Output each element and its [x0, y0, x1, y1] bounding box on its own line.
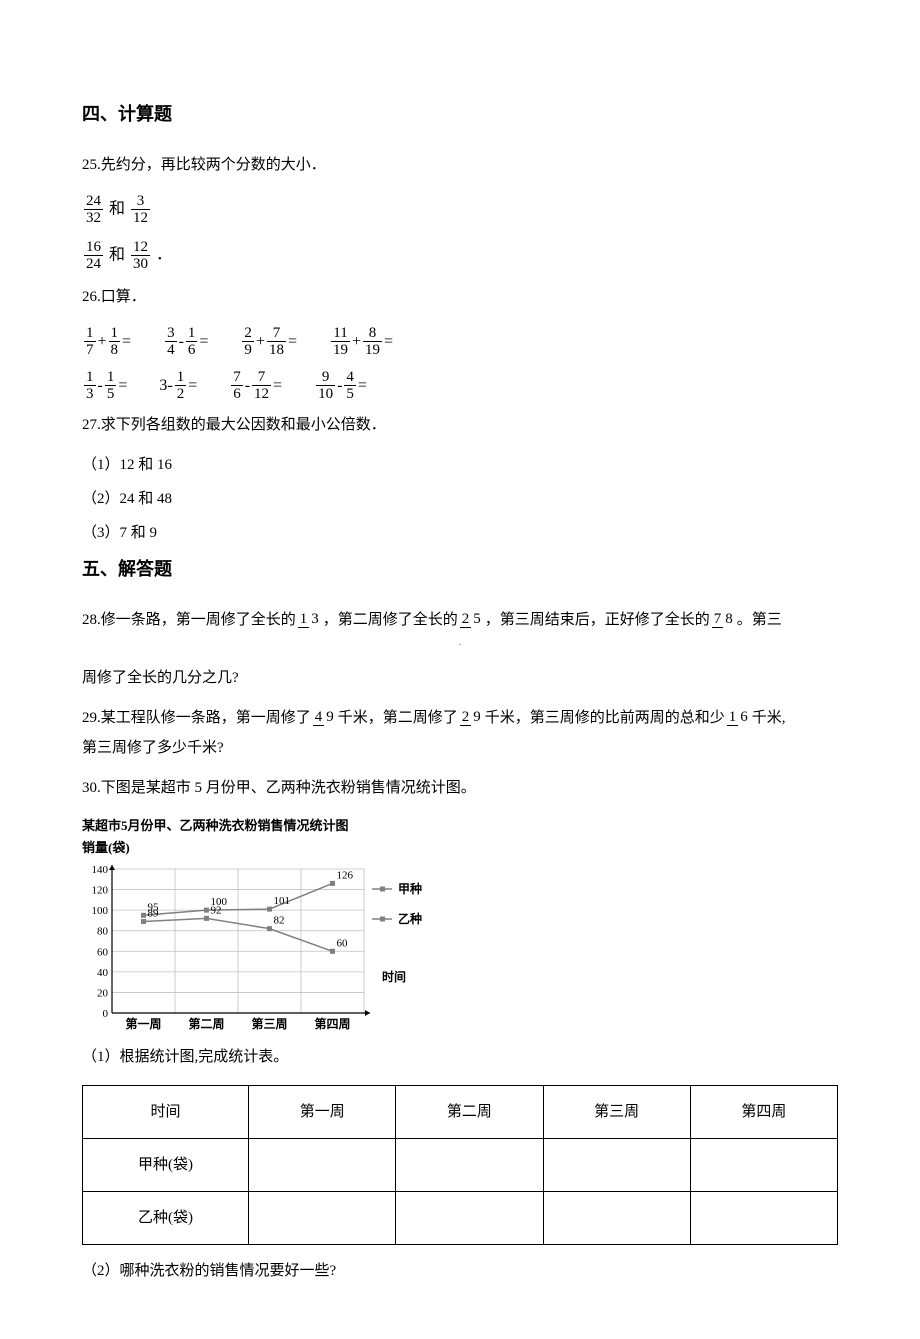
data-table: 时间 第一周 第二周 第三周 第四周 甲种(袋) 乙种(袋): [82, 1085, 838, 1245]
chart-svg: 020406080100120140第一周第二周第三周第四周9510010112…: [82, 863, 422, 1033]
svg-text:140: 140: [92, 864, 109, 876]
chart-svg-wrap: 020406080100120140第一周第二周第三周第四周9510010112…: [82, 863, 422, 1033]
q26-r1c1: 17 + 18 =: [82, 325, 131, 359]
svg-text:80: 80: [97, 926, 109, 938]
q26-text: 26.口算．: [82, 285, 838, 309]
svg-text:126: 126: [337, 870, 354, 882]
section-title-4: 四、计算题: [82, 100, 838, 129]
svg-text:20: 20: [97, 988, 109, 1000]
frac-24-32: 2432: [84, 193, 103, 227]
q28-line1: 28.修一条路，第一周修了全长的 13 ，第二周修了全长的 25 ，第三周结束后…: [82, 608, 838, 632]
row-label-yi: 乙种(袋): [83, 1192, 249, 1245]
svg-text:40: 40: [97, 967, 109, 979]
table-header-row: 时间 第一周 第二周 第三周 第四周: [83, 1086, 838, 1139]
svg-text:乙种: 乙种: [398, 911, 422, 926]
q26-r2c2: 3 - 12 =: [159, 369, 197, 403]
svg-text:第三周: 第三周: [251, 1016, 287, 1031]
table-row: 乙种(袋): [83, 1192, 838, 1245]
cell: [543, 1192, 690, 1245]
cell: [396, 1139, 543, 1192]
svg-text:60: 60: [337, 937, 349, 949]
q26-r1c2: 34 - 16 =: [163, 325, 208, 359]
cell: [249, 1139, 396, 1192]
th-w2: 第二周: [396, 1086, 543, 1139]
th-w3: 第三周: [543, 1086, 690, 1139]
center-marker: ·: [82, 638, 838, 654]
svg-text:101: 101: [274, 895, 291, 907]
svg-text:92: 92: [211, 905, 222, 917]
svg-text:100: 100: [92, 905, 109, 917]
svg-text:时间: 时间: [382, 969, 406, 984]
q25-text: 25.先约分，再比较两个分数的大小．: [82, 153, 838, 177]
th-w1: 第一周: [249, 1086, 396, 1139]
svg-text:60: 60: [97, 946, 109, 958]
cell: [396, 1192, 543, 1245]
table-container: 时间 第一周 第二周 第三周 第四周 甲种(袋) 乙种(袋): [82, 1085, 838, 1245]
cell: [249, 1192, 396, 1245]
q28-line2: 周修了全长的几分之几?: [82, 666, 838, 690]
chart-ylabel: 销量(袋): [82, 838, 838, 859]
cell: [690, 1192, 837, 1245]
q27-text: 27.求下列各组数的最大公因数和最小公倍数．: [82, 413, 838, 437]
frac-12-30: 1230: [131, 239, 150, 273]
and-1: 和: [109, 200, 125, 217]
svg-text:第四周: 第四周: [314, 1016, 350, 1031]
svg-text:第二周: 第二周: [188, 1016, 224, 1031]
q26-r2c3: 76 - 712 =: [229, 369, 282, 403]
table-row: 甲种(袋): [83, 1139, 838, 1192]
th-time: 时间: [83, 1086, 249, 1139]
svg-text:82: 82: [274, 915, 285, 927]
q25-pair1: 2432 和 312: [82, 193, 838, 227]
q27-b: （2）24 和 48: [82, 487, 838, 511]
cell: [543, 1139, 690, 1192]
q26-r2c4: 910 - 45 =: [314, 369, 367, 403]
q27-c: （3）7 和 9: [82, 521, 838, 545]
q29-line2: 第三周修了多少千米?: [82, 736, 838, 760]
svg-text:0: 0: [103, 1008, 109, 1020]
and-2: 和: [109, 246, 125, 263]
q25-pair2: 1624 和 1230 ．: [82, 239, 838, 273]
q26-r1c4: 1119 + 819 =: [329, 325, 393, 359]
svg-text:89: 89: [148, 908, 160, 920]
q26-r2c1: 13 - 15 =: [82, 369, 127, 403]
q26-row2: 13 - 15 = 3 - 12 = 76 - 712 = 910 - 45 =: [82, 369, 838, 403]
chart-container: 某超市5月份甲、乙两种洗衣粉销售情况统计图 销量(袋) 0 20 40 60 80 100…: [82, 816, 838, 1034]
q26-r1c3: 29 + 718 =: [240, 325, 297, 359]
frac-16-24: 1624: [84, 239, 103, 273]
q30-text: 30.下图是某超市 5 月份甲、乙两种洗衣粉销售情况统计图。: [82, 776, 838, 800]
th-w4: 第四周: [690, 1086, 837, 1139]
frac-3-12: 312: [131, 193, 150, 227]
svg-text:第一周: 第一周: [125, 1016, 161, 1031]
chart-title: 某超市5月份甲、乙两种洗衣粉销售情况统计图: [82, 816, 838, 837]
section-title-5: 五、解答题: [82, 555, 838, 584]
q26-row1: 17 + 18 = 34 - 16 = 29 + 718 = 1119 + 81…: [82, 325, 838, 359]
row-label-jia: 甲种(袋): [83, 1139, 249, 1192]
period: ．: [156, 246, 172, 263]
q27-a: （1）12 和 16: [82, 453, 838, 477]
svg-text:甲种: 甲种: [398, 881, 422, 896]
cell: [690, 1139, 837, 1192]
q30-sub2: （2）哪种洗衣粉的销售情况要好一些?: [82, 1259, 838, 1283]
svg-text:120: 120: [92, 885, 109, 897]
q30-sub1: （1）根据统计图,完成统计表。: [82, 1045, 838, 1069]
q29-line1: 29.某工程队修一条路，第一周修了 49 千米，第二周修了 29 千米，第三周修…: [82, 706, 838, 730]
